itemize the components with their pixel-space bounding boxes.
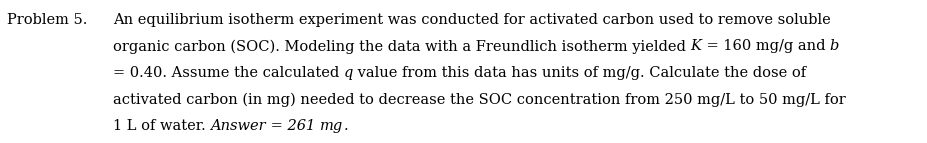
Text: mg: mg (320, 119, 343, 133)
Text: An equilibrium isotherm experiment was conducted for activated carbon used to re: An equilibrium isotherm experiment was c… (113, 13, 830, 27)
Text: 1 L of water.: 1 L of water. (113, 119, 210, 133)
Text: .: . (343, 119, 348, 133)
Text: organic carbon (SOC). Modeling the data with a Freundlich isotherm yielded: organic carbon (SOC). Modeling the data … (113, 39, 690, 54)
Text: q: q (344, 66, 353, 80)
Text: Answer: Answer (210, 119, 266, 133)
Text: b: b (829, 39, 838, 53)
Text: = 261: = 261 (266, 119, 320, 133)
Text: = 0.40. Assume the calculated: = 0.40. Assume the calculated (113, 66, 344, 80)
Text: K: K (690, 39, 701, 53)
Text: = 160 mg/g and: = 160 mg/g and (701, 39, 829, 53)
Text: value from this data has units of mg/g. Calculate the dose of: value from this data has units of mg/g. … (353, 66, 806, 80)
Text: Problem 5.: Problem 5. (7, 13, 88, 27)
Text: activated carbon (in mg) needed to decrease the SOC concentration from 250 mg/L : activated carbon (in mg) needed to decre… (113, 92, 845, 107)
